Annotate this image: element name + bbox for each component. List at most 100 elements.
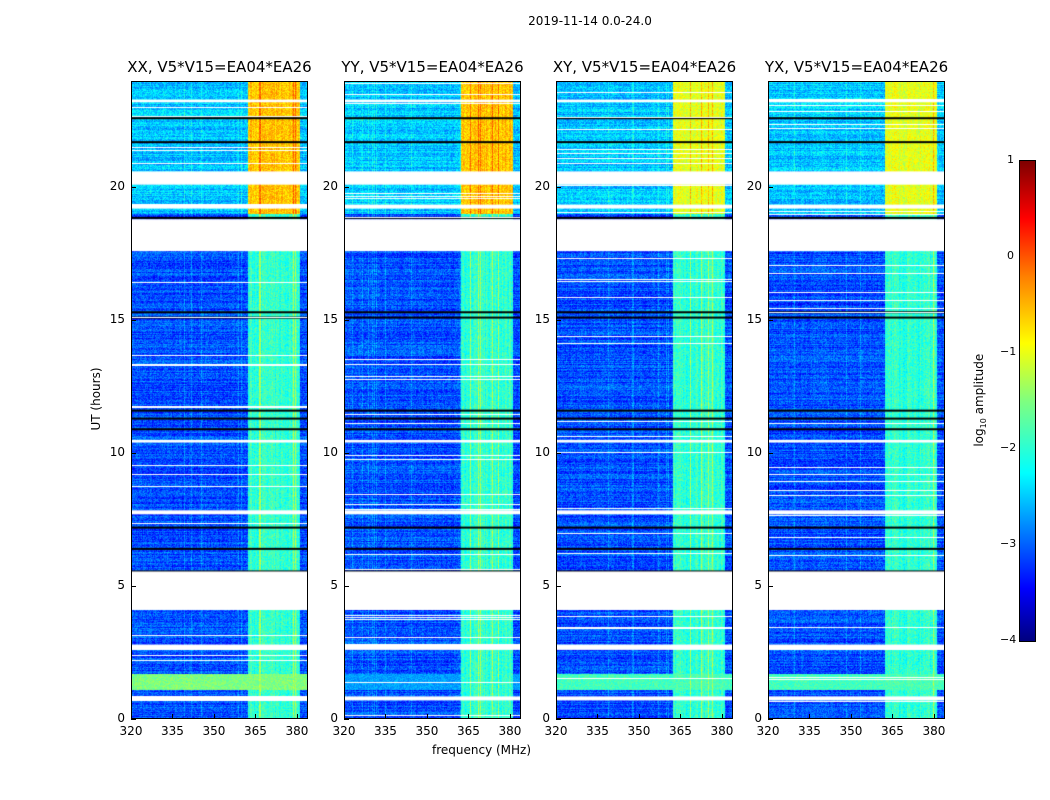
x-tick-mark — [638, 714, 640, 719]
panel-title: XY, V5*V15=EA04*EA26 — [552, 58, 737, 76]
figure-title: 2019-11-14 0.0-24.0 — [528, 14, 652, 28]
y-tick-label: 20 — [109, 179, 125, 194]
y-tick-mark — [344, 187, 349, 189]
y-tick-mark — [556, 586, 561, 588]
x-tick-label: 335 — [374, 724, 397, 738]
y-tick-label: 0 — [117, 711, 125, 725]
x-tick-mark — [597, 714, 599, 719]
x-tick-label: 335 — [161, 724, 184, 738]
y-tick-mark — [344, 719, 349, 720]
y-tick-mark — [556, 187, 561, 189]
spectrogram-panel-2: XY, V5*V15=EA04*EA26 320 335 350 365 380 0 5 10 1… — [535, 58, 736, 738]
y-tick-mark — [768, 320, 773, 322]
axes-frame — [556, 81, 733, 719]
y-tick-mark — [768, 453, 773, 455]
x-tick-mark — [344, 714, 345, 719]
colorbar-tick-label: −3 — [1000, 537, 1017, 550]
colorbar-tick-label: 0 — [1007, 249, 1014, 262]
x-tick-label: 365 — [244, 724, 267, 738]
x-tick-label: 350 — [415, 724, 439, 738]
y-tick-label: 20 — [322, 179, 338, 194]
colorbar-tick-label: −4 — [1000, 633, 1017, 646]
x-tick-mark — [680, 714, 682, 719]
y-tick-mark — [131, 187, 136, 189]
y-tick-label: 5 — [117, 578, 125, 593]
spectrogram-panel-0: XX, V5*V15=EA04*EA26 320 335 350 365 380 0 5 10 1… — [110, 58, 312, 738]
y-axis-label: UT (hours) — [89, 367, 103, 431]
x-tick-label: 380 — [498, 724, 522, 738]
x-tick-label: 365 — [669, 724, 692, 738]
x-tick-mark — [296, 714, 298, 719]
y-tick-mark — [556, 719, 561, 720]
x-tick-mark — [892, 714, 894, 719]
x-axis-label: frequency (MHz) — [432, 743, 532, 757]
y-tick-label: 15 — [109, 312, 125, 327]
y-tick-label: 10 — [534, 445, 550, 460]
colorbar — [1019, 160, 1036, 642]
x-tick-mark — [172, 714, 174, 719]
y-tick-label: 10 — [746, 445, 762, 460]
x-tick-label: 350 — [839, 724, 863, 738]
y-tick-mark — [768, 187, 773, 189]
y-tick-mark — [556, 453, 561, 455]
y-tick-label: 0 — [330, 711, 338, 725]
x-tick-mark — [721, 714, 723, 719]
y-tick-mark — [556, 320, 561, 322]
y-tick-mark — [768, 719, 773, 720]
x-tick-mark — [850, 714, 852, 719]
x-tick-label: 380 — [710, 724, 734, 738]
heatmap-image — [344, 81, 521, 719]
y-tick-mark — [131, 320, 136, 322]
x-tick-label: 320 — [332, 724, 356, 738]
x-tick-label: 350 — [627, 724, 651, 738]
y-tick-mark — [768, 586, 773, 588]
x-tick-mark — [426, 714, 428, 719]
x-tick-label: 320 — [544, 724, 568, 738]
axes-frame — [131, 81, 308, 719]
x-tick-mark — [809, 714, 811, 719]
y-tick-label: 5 — [754, 578, 762, 593]
heatmap-image — [556, 81, 733, 719]
colorbar-tick-label: −1 — [1000, 345, 1017, 358]
y-tick-label: 10 — [109, 445, 125, 460]
y-tick-label: 15 — [746, 312, 762, 327]
axes-frame — [344, 81, 521, 719]
x-tick-mark — [768, 714, 769, 719]
colorbar-tick-label: 1 — [1007, 153, 1014, 166]
x-tick-mark — [468, 714, 470, 719]
x-tick-label: 365 — [457, 724, 480, 738]
heatmap-image — [768, 81, 945, 719]
x-tick-label: 335 — [586, 724, 609, 738]
y-tick-mark — [344, 453, 349, 455]
y-tick-mark — [344, 586, 349, 588]
heatmap-image — [131, 81, 308, 719]
x-tick-label: 380 — [922, 724, 946, 738]
x-tick-mark — [385, 714, 387, 719]
x-tick-mark — [255, 714, 257, 719]
y-tick-label: 0 — [754, 711, 762, 725]
y-tick-mark — [131, 453, 136, 455]
y-tick-label: 5 — [330, 578, 338, 593]
x-tick-label: 380 — [285, 724, 309, 738]
axes-frame — [768, 81, 945, 719]
panel-title: YY, V5*V15=EA04*EA26 — [341, 58, 524, 76]
y-tick-label: 15 — [322, 312, 338, 327]
x-tick-label: 335 — [798, 724, 821, 738]
x-tick-mark — [933, 714, 935, 719]
y-tick-label: 10 — [322, 445, 338, 460]
panel-title: YX, V5*V15=EA04*EA26 — [764, 58, 949, 76]
x-tick-label: 365 — [881, 724, 904, 738]
spectrogram-panel-3: YX, V5*V15=EA04*EA26 320 335 350 365 380 0 5 10 1… — [747, 58, 948, 738]
x-tick-label: 350 — [202, 724, 226, 738]
colorbar-label: log10 amplitude — [971, 353, 989, 447]
x-tick-label: 320 — [119, 724, 143, 738]
panel-title: XX, V5*V15=EA04*EA26 — [127, 58, 312, 76]
colorbar-tick-label: −2 — [1000, 441, 1017, 454]
x-tick-label: 320 — [756, 724, 780, 738]
y-tick-mark — [344, 320, 349, 322]
x-tick-mark — [509, 714, 511, 719]
x-tick-mark — [213, 714, 215, 719]
y-tick-label: 20 — [746, 179, 762, 194]
x-tick-mark — [131, 714, 132, 719]
